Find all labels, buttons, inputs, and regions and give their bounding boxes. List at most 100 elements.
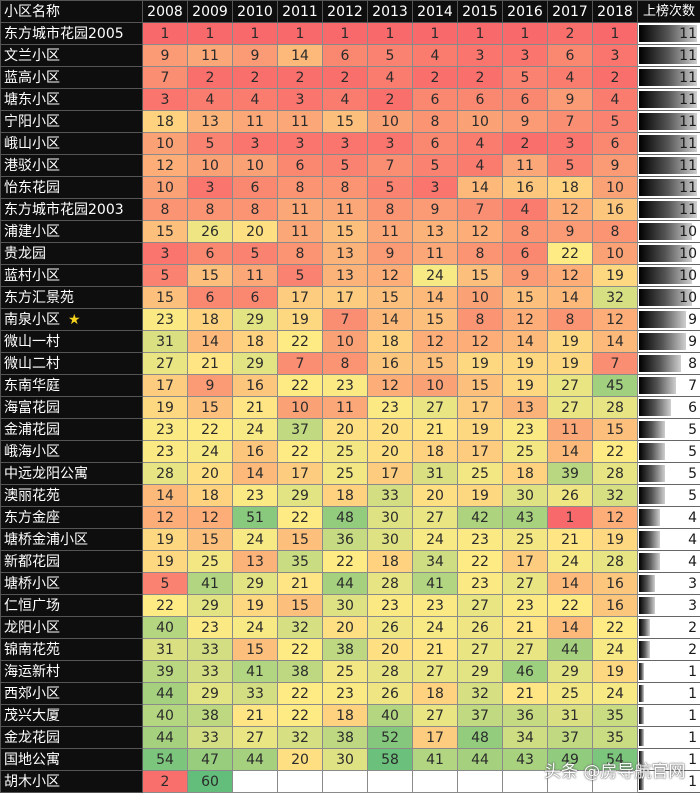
rank-cell: 15 (412, 308, 458, 331)
community-name: 文兰小区 (0, 44, 143, 67)
rank-cell: 3 (142, 88, 188, 111)
community-name: 国地公寓 (0, 748, 143, 771)
rank-cell: 6 (592, 132, 638, 155)
rank-cell: 24 (412, 616, 458, 639)
rank-cell: 52 (367, 726, 413, 749)
count-value: 7 (688, 377, 697, 394)
rank-cell: 4 (322, 88, 368, 111)
rank-cell: 19 (502, 374, 548, 397)
rank-cell: 25 (547, 682, 593, 705)
rank-cell: 3 (457, 44, 503, 67)
rank-cell: 21 (502, 682, 548, 705)
count-value: 1 (688, 707, 697, 724)
rank-cell: 16 (232, 374, 278, 397)
count-value: 11 (679, 135, 697, 152)
rank-cell: 20 (412, 484, 458, 507)
rank-cell: 3 (547, 132, 593, 155)
community-name-text: 微山二村 (4, 355, 60, 372)
rank-cell: 20 (322, 616, 368, 639)
rank-cell: 24 (592, 638, 638, 661)
community-name-text: 海运新村 (4, 663, 60, 680)
rank-cell: 22 (277, 704, 323, 727)
empty-cell (502, 770, 548, 793)
community-name: 中远龙阳公寓 (0, 462, 143, 485)
rank-cell: 5 (187, 132, 233, 155)
count-value: 10 (679, 267, 697, 284)
count-cell: 5 (637, 462, 700, 485)
rank-cell: 5 (232, 242, 278, 265)
rank-cell: 23 (322, 374, 368, 397)
count-value: 1 (688, 751, 697, 768)
rank-cell: 20 (187, 462, 233, 485)
header-year: 2017 (547, 0, 593, 23)
table-row: 海运新村 39 33 41 38 25 28 27 29 46 29 19 1 (0, 660, 700, 683)
rank-cell: 14 (457, 176, 503, 199)
rank-cell: 27 (547, 396, 593, 419)
count-data-bar (639, 399, 671, 416)
rank-cell: 38 (187, 704, 233, 727)
rank-cell: 17 (277, 286, 323, 309)
rank-cell: 14 (232, 462, 278, 485)
rank-cell: 3 (232, 132, 278, 155)
rank-cell: 26 (367, 616, 413, 639)
rank-cell: 9 (502, 110, 548, 133)
rank-cell: 5 (142, 572, 188, 595)
rank-cell: 31 (142, 330, 188, 353)
rank-cell: 14 (142, 484, 188, 507)
rank-cell: 3 (502, 44, 548, 67)
rank-cell: 27 (412, 660, 458, 683)
rank-cell: 22 (142, 594, 188, 617)
table-row: 蓝村小区 5 15 11 5 13 12 24 15 9 12 19 10 (0, 264, 700, 287)
rank-cell: 23 (367, 396, 413, 419)
rank-cell: 17 (277, 462, 323, 485)
empty-cell (367, 770, 413, 793)
count-data-bar (639, 619, 650, 636)
rank-cell: 19 (592, 528, 638, 551)
rank-cell: 5 (367, 44, 413, 67)
rank-cell: 20 (367, 638, 413, 661)
community-name-text: 塘东小区 (4, 91, 60, 108)
rank-cell: 12 (187, 506, 233, 529)
community-name-text: 东南华庭 (4, 377, 60, 394)
rank-cell: 27 (547, 374, 593, 397)
rank-cell: 22 (277, 330, 323, 353)
count-cell: 2 (637, 616, 700, 639)
rank-cell: 48 (322, 506, 368, 529)
table-row: 怡东花园 10 3 6 8 8 5 3 14 16 18 10 11 (0, 176, 700, 199)
community-name: 仁恒广场 (0, 594, 143, 617)
table-row: 胡木小区 2 60 1 (0, 770, 700, 793)
rank-cell: 30 (322, 594, 368, 617)
rank-cell: 4 (547, 66, 593, 89)
table-row: 塘桥小区 5 41 29 21 44 28 41 23 27 14 16 3 (0, 572, 700, 595)
rank-cell: 29 (232, 352, 278, 375)
count-data-bar (639, 553, 660, 570)
rank-cell: 18 (232, 330, 278, 353)
count-value: 11 (679, 201, 697, 218)
rank-cell: 9 (502, 264, 548, 287)
rank-cell: 5 (277, 264, 323, 287)
community-name-text: 仁恒广场 (4, 597, 60, 614)
rank-cell: 47 (187, 748, 233, 771)
rank-cell: 2 (547, 22, 593, 45)
rank-cell: 15 (277, 594, 323, 617)
count-value: 11 (679, 179, 697, 196)
count-data-bar (639, 443, 665, 460)
rank-cell: 20 (367, 418, 413, 441)
community-name: 宁阳小区 (0, 110, 143, 133)
table-row: 西郊小区 44 29 33 22 23 26 18 32 21 25 24 1 (0, 682, 700, 705)
table-row: 金龙花园 44 33 27 32 38 52 17 48 34 37 35 1 (0, 726, 700, 749)
rank-cell: 14 (412, 286, 458, 309)
rank-cell: 6 (502, 88, 548, 111)
count-data-bar (639, 751, 644, 768)
community-name: 新都花园 (0, 550, 143, 573)
rank-cell: 33 (187, 638, 233, 661)
rank-cell: 5 (592, 110, 638, 133)
rank-cell: 22 (547, 242, 593, 265)
count-cell: 6 (637, 396, 700, 419)
count-cell: 11 (637, 66, 700, 89)
rank-cell: 15 (187, 264, 233, 287)
rank-cell: 12 (592, 506, 638, 529)
rank-cell: 8 (187, 198, 233, 221)
header-year: 2009 (187, 0, 233, 23)
